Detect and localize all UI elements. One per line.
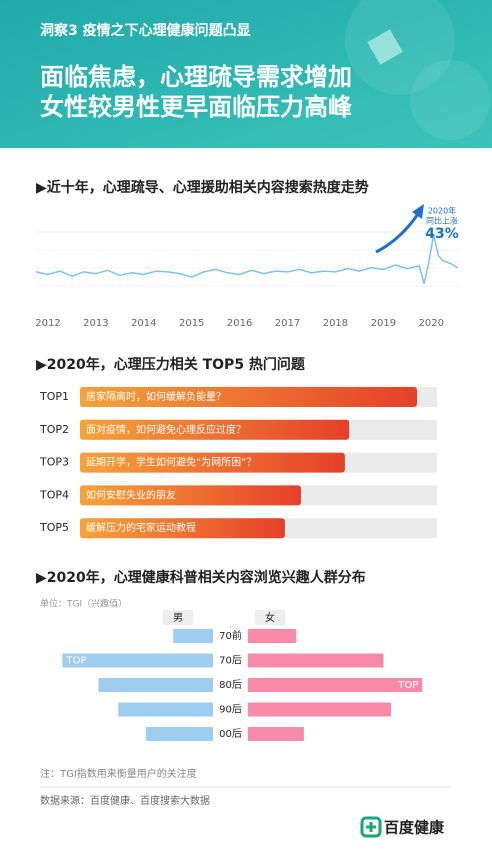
bar [98, 678, 213, 692]
category-label: 00后 [219, 728, 242, 740]
highlight-label: TOP [65, 656, 86, 667]
category-label: TOP3 [39, 456, 69, 469]
bar [248, 727, 304, 741]
bar-label: 缓解压力的宅家运动教程 [86, 521, 196, 534]
x-tick-label: 2020 [419, 318, 444, 329]
decor [410, 60, 490, 140]
x-tick-label: 2018 [323, 318, 348, 329]
unit: 单位：TGI（兴趣值） [40, 598, 127, 610]
arrow [375, 213, 420, 254]
bar-label: 延期开学，学生如何避免“为网所困”？ [86, 456, 256, 469]
legend-label: 女 [265, 611, 275, 624]
source: 数据来源：百度健康、百度搜索大数据 [40, 794, 210, 807]
bar-label: 面对疫情，如何避免心理反应过度？ [86, 423, 246, 436]
bar-label: 如何安慰失业的朋友 [86, 488, 176, 501]
header-subtitle: 洞察3 疫情之下心理健康问题凸显 [40, 22, 251, 39]
bar [173, 629, 213, 643]
legend-box [163, 610, 193, 625]
category-label: 80后 [219, 679, 242, 691]
bar [118, 702, 213, 717]
bar [248, 629, 297, 643]
x-tick-label: 2016 [227, 318, 252, 329]
chart-title: ▶近十年，心理疏导、心理援助相关内容搜索热度走势 [36, 179, 369, 196]
bar [62, 653, 213, 668]
x-tick-label: 2017 [275, 318, 300, 329]
category-label: TOP5 [39, 521, 69, 534]
bar [80, 452, 345, 473]
bar [248, 702, 392, 717]
legend-label: 男 [173, 612, 183, 624]
annotation: 同比上涨 [426, 216, 458, 226]
header-bg [0, 0, 492, 148]
header-title: 面临焦虑，心理疏导需求增加 [40, 63, 352, 91]
bar [80, 419, 350, 440]
category-label: TOP1 [39, 390, 69, 403]
logo: 百度健康 [384, 819, 445, 837]
category-label: 90后 [219, 704, 242, 716]
x-tick-label: 2013 [83, 318, 108, 329]
category-label: TOP2 [39, 423, 69, 436]
header-title: 女性较男性更早面临压力高峰 [40, 93, 352, 121]
footnote: 注：TGI指数用来衡量用户的关注度 [40, 767, 197, 780]
category-label: 70后 [219, 655, 242, 667]
bar [80, 518, 285, 539]
arrow-head [412, 204, 424, 219]
chart-title: ▶2020年，心理健康科普相关内容浏览兴趣人群分布 [36, 569, 366, 586]
bar-label: 居家隔离时，如何缓解负能量？ [86, 390, 226, 403]
chart-title: ▶2020年，心理压力相关 TOP5 热门问题 [36, 356, 306, 373]
category-label: TOP4 [39, 488, 69, 501]
bar [80, 485, 301, 506]
logo-icon [360, 816, 382, 838]
annotation: 43% [425, 226, 459, 242]
bar [248, 678, 423, 692]
x-tick-label: 2012 [35, 318, 60, 329]
bar [248, 653, 384, 668]
line [35, 234, 458, 285]
highlight-label: TOP [397, 680, 418, 691]
x-tick-label: 2014 [131, 318, 156, 329]
category-label: 70前 [219, 629, 242, 642]
decor [367, 29, 403, 65]
legend-box [255, 610, 285, 625]
bar [145, 727, 213, 741]
bar [80, 387, 418, 407]
x-tick-label: 2019 [371, 318, 396, 329]
logo-icon [366, 822, 376, 832]
annotation: 2020年 [428, 206, 456, 216]
x-tick-label: 2015 [179, 318, 204, 329]
